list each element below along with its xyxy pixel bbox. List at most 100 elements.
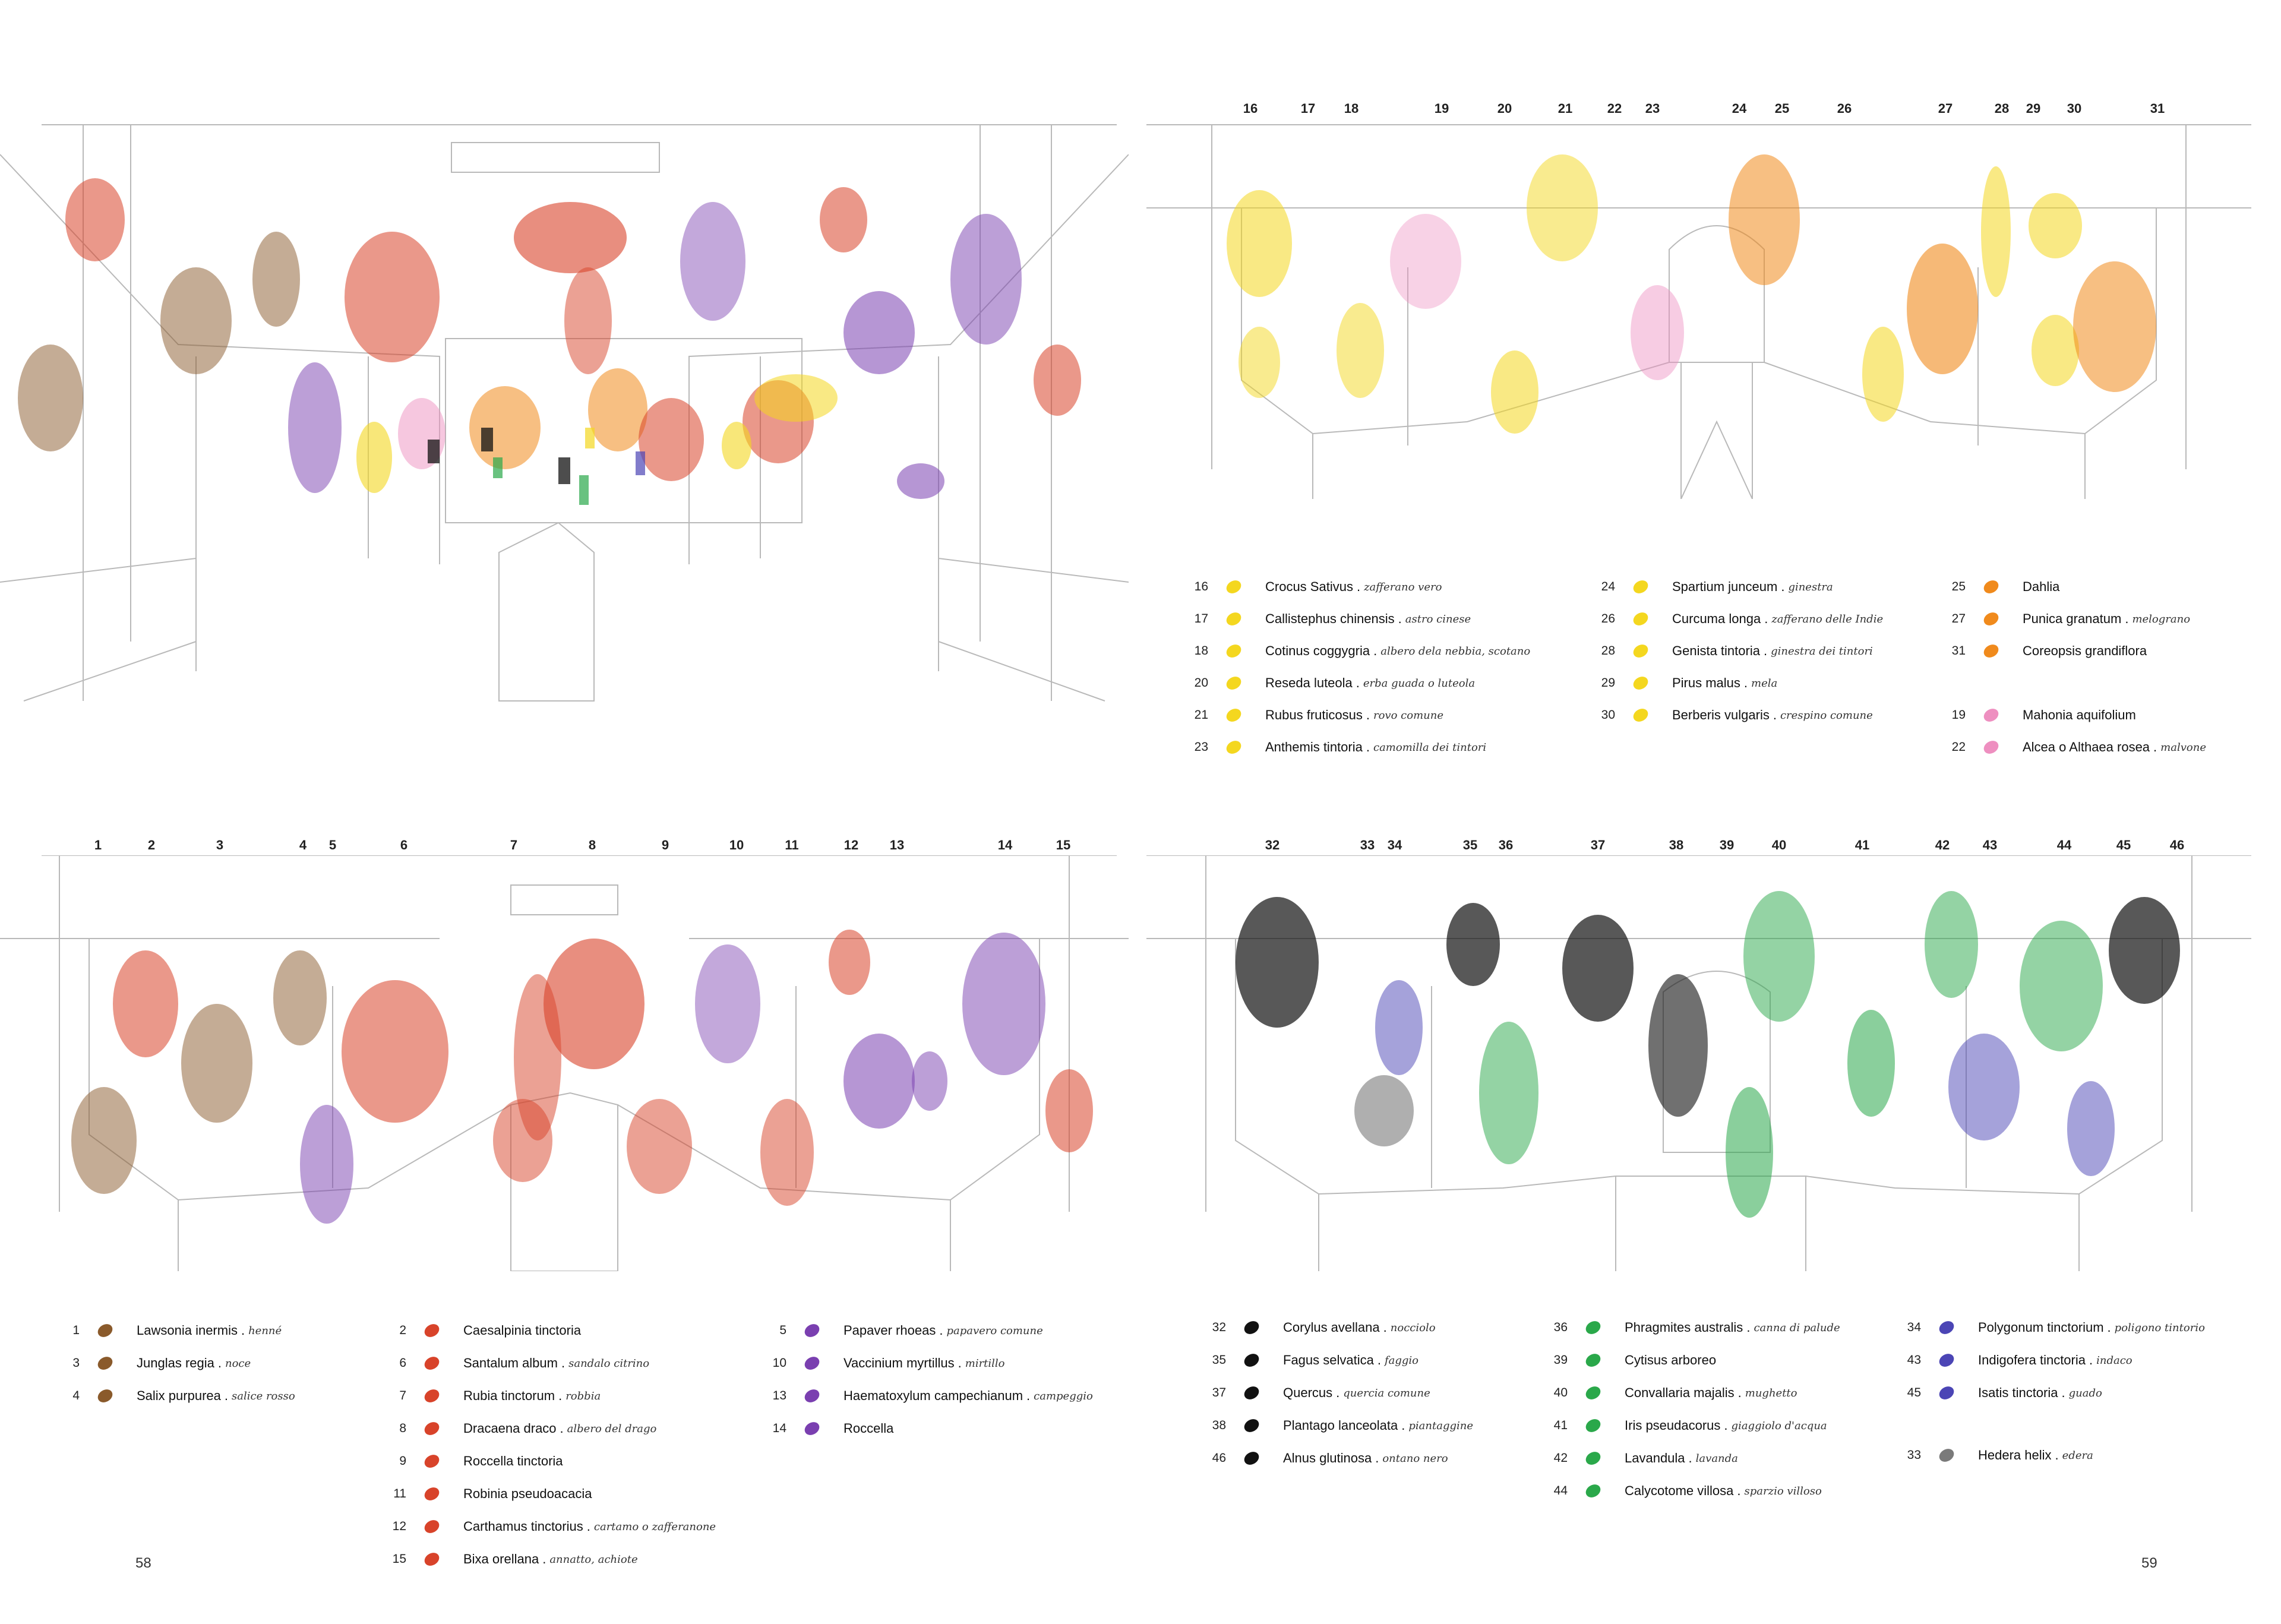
legend-common-name: camomilla dei tintori bbox=[1373, 741, 1487, 754]
plant-number: 6 bbox=[400, 838, 408, 852]
legend-number: 26 bbox=[1601, 612, 1615, 625]
plant-number: 28 bbox=[1994, 101, 2010, 116]
legend-item: 5 Papaver rhoeas. papavero comune bbox=[760, 1319, 1043, 1342]
color-swatch-icon bbox=[95, 1321, 115, 1340]
legend-common-name: albero dela nebbia, scotano bbox=[1380, 644, 1531, 658]
legend-item: 7 Rubia tinctorum. robbia bbox=[380, 1384, 601, 1408]
legend-item: 11 Robinia pseudoacacia bbox=[380, 1482, 592, 1506]
legend-separator: . bbox=[1763, 643, 1768, 658]
legend-item: 43 Indigofera tinctoria. indaco bbox=[1895, 1348, 2132, 1372]
legend-item: 3 Junglas regia. noce bbox=[53, 1351, 251, 1375]
color-swatch-icon bbox=[422, 1354, 442, 1373]
legend-number: 14 bbox=[772, 1421, 786, 1435]
legend-number: 36 bbox=[1553, 1320, 1568, 1334]
plant-illustrations bbox=[71, 930, 1093, 1224]
color-swatch-icon bbox=[1936, 1446, 1957, 1465]
legend-number: 34 bbox=[1907, 1320, 1921, 1334]
color-swatch-icon bbox=[1224, 674, 1244, 693]
legend-species-name: Anthemis tintoria bbox=[1265, 740, 1363, 754]
legend-species-name: Vaccinium myrtillus bbox=[843, 1356, 955, 1370]
legend-common-name: albero del drago bbox=[567, 1422, 657, 1435]
legend-item: 45 Isatis tinctoria. guado bbox=[1895, 1381, 2102, 1405]
legend-species-name: Alcea o Althaea rosea bbox=[2023, 740, 2150, 754]
legend-item: 10 Vaccinium myrtillus. mirtillo bbox=[760, 1351, 1005, 1375]
plant-number: 29 bbox=[2026, 101, 2041, 116]
legend-separator: . bbox=[1383, 1320, 1387, 1335]
legend-species-name: Santalum album bbox=[463, 1356, 558, 1370]
legend-species-name: Crocus Sativus bbox=[1265, 579, 1353, 594]
legend-number: 21 bbox=[1194, 708, 1208, 722]
color-swatch-icon bbox=[1631, 577, 1651, 596]
legend-common-name: guado bbox=[2068, 1386, 2102, 1399]
plant-number: 24 bbox=[1732, 101, 1747, 116]
legend-item: 4 Salix purpurea. salice rosso bbox=[53, 1384, 295, 1408]
legend-number: 46 bbox=[1212, 1451, 1226, 1465]
legend-species-name: Hedera helix bbox=[1978, 1448, 2052, 1462]
panel-top-right-illustration bbox=[1146, 113, 2275, 499]
legend-species-name: Spartium junceum bbox=[1672, 579, 1778, 594]
legend-number: 6 bbox=[399, 1356, 406, 1370]
legend-common-name: robbia bbox=[565, 1389, 601, 1402]
plant-illustrations bbox=[1236, 891, 2180, 1218]
legend-common-name: erba guada o luteola bbox=[1363, 677, 1476, 690]
legend-common-name: canna di palude bbox=[1754, 1321, 1840, 1334]
legend-species-name: Caesalpinia tinctoria bbox=[463, 1323, 582, 1338]
legend-species-name: Salix purpurea bbox=[137, 1388, 221, 1403]
color-swatch-icon bbox=[1981, 577, 2001, 596]
color-swatch-icon bbox=[1631, 674, 1651, 693]
legend-number: 40 bbox=[1553, 1386, 1568, 1399]
legend-separator: . bbox=[561, 1356, 565, 1370]
color-swatch-icon bbox=[422, 1419, 442, 1438]
color-swatch-icon bbox=[1981, 706, 2001, 725]
legend-common-name: sandalo citrino bbox=[568, 1357, 650, 1370]
color-swatch-icon bbox=[1936, 1351, 1957, 1370]
legend-separator: . bbox=[1743, 675, 1748, 690]
legend-species-name: Quercus bbox=[1283, 1385, 1333, 1400]
color-swatch-icon bbox=[1241, 1318, 1262, 1337]
legend-separator: . bbox=[1764, 611, 1768, 626]
room-perspective-drawing bbox=[1146, 124, 2251, 499]
legend-common-name: ginestra dei tintori bbox=[1771, 644, 1873, 658]
legend-number: 33 bbox=[1907, 1448, 1921, 1462]
legend-separator: . bbox=[1366, 707, 1370, 722]
legend-common-name: lavanda bbox=[1695, 1452, 1738, 1465]
legend-separator: . bbox=[1366, 740, 1370, 754]
legend-common-name: annatto, achiote bbox=[549, 1553, 638, 1566]
legend-number: 30 bbox=[1601, 708, 1615, 722]
legend-item: 41 Iris pseudacorus. giaggiolo d'acqua bbox=[1541, 1414, 1827, 1437]
legend-number: 5 bbox=[779, 1323, 786, 1337]
plant-number: 30 bbox=[2067, 101, 2082, 116]
legend-species-name: Berberis vulgaris bbox=[1672, 707, 1770, 722]
legend-separator: . bbox=[1026, 1388, 1031, 1403]
legend-item: 27 Punica granatum. melograno bbox=[1939, 607, 2190, 631]
panel-bottom-left-illustration bbox=[0, 855, 1129, 1271]
color-swatch-icon bbox=[802, 1386, 822, 1405]
plant-illustrations bbox=[1227, 154, 2156, 434]
plant-number: 2 bbox=[147, 838, 156, 852]
legend-separator: . bbox=[2055, 1448, 2059, 1462]
legend-number: 18 bbox=[1194, 644, 1208, 658]
legend-item: 40 Convallaria majalis. mughetto bbox=[1541, 1381, 1797, 1405]
legend-item: 36 Phragmites australis. canna di palude bbox=[1541, 1316, 1840, 1339]
legend-number: 23 bbox=[1194, 740, 1208, 754]
legend-number: 39 bbox=[1553, 1353, 1568, 1367]
plant-number: 13 bbox=[889, 838, 905, 852]
legend-common-name: zafferano vero bbox=[1364, 580, 1442, 593]
legend-number: 27 bbox=[1951, 612, 1966, 625]
legend-item: 31 Coreopsis grandiflora bbox=[1939, 639, 2147, 663]
plant-number: 35 bbox=[1462, 838, 1478, 852]
page-number-left: 58 bbox=[135, 1555, 151, 1571]
legend-separator: . bbox=[2153, 740, 2157, 754]
legend-separator: . bbox=[939, 1323, 943, 1338]
legend-item: 9 Roccella tinctoria bbox=[380, 1449, 563, 1473]
color-swatch-icon bbox=[1241, 1351, 1262, 1370]
legend-species-name: Callistephus chinensis bbox=[1265, 611, 1395, 626]
legend-number: 2 bbox=[399, 1323, 406, 1337]
room-perspective-drawing bbox=[1146, 855, 2251, 1271]
legend-species-name: Alnus glutinosa bbox=[1283, 1451, 1372, 1465]
page-number-right: 59 bbox=[2141, 1555, 2157, 1571]
legend-item: 24 Spartium junceum. ginestra bbox=[1589, 575, 1833, 599]
legend-common-name: astro cinese bbox=[1405, 612, 1471, 625]
legend-item: 30 Berberis vulgaris. crespino comune bbox=[1589, 703, 1873, 727]
color-swatch-icon bbox=[802, 1419, 822, 1438]
